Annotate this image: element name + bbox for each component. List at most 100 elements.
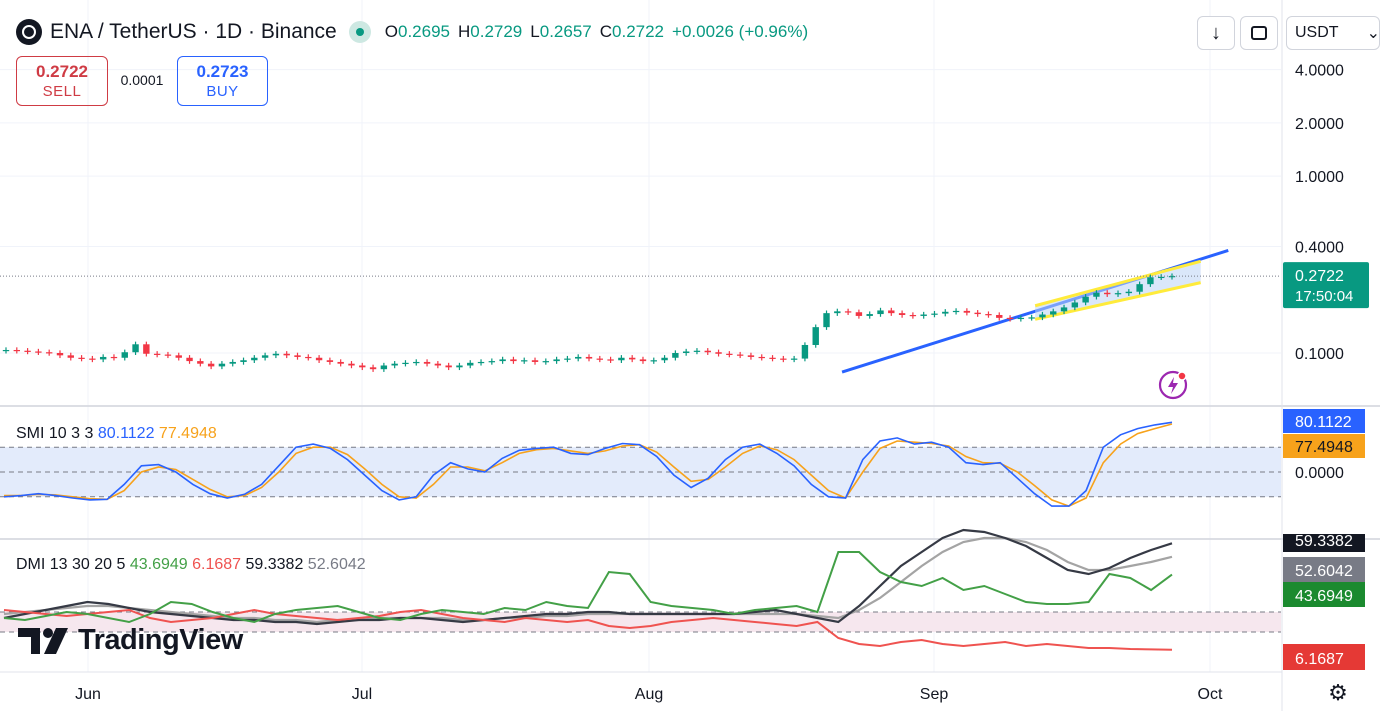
symbol-header[interactable]: ENA / TetherUS · 1D · Binance O0.2695 H0… [16, 18, 808, 46]
smi-pane[interactable]: SMI 10 3 3 80.1122 77.4948 [0, 421, 1281, 507]
candle-body [1071, 302, 1079, 308]
sell-label: SELL [42, 83, 82, 100]
settings-gear-icon[interactable]: ⚙ [1328, 680, 1348, 705]
candle-body [1114, 293, 1122, 295]
candle-body [121, 352, 128, 358]
candle-body [780, 358, 787, 360]
smi-legend-value: 80.1122 [98, 425, 159, 442]
candle-body [758, 356, 765, 359]
fullscreen-icon [1251, 26, 1267, 40]
candle-body [866, 314, 873, 316]
last-price-badge [1283, 262, 1369, 309]
candle-body [1104, 292, 1111, 295]
candle-body [326, 360, 334, 362]
dmi-badge-value: 43.6949 [1295, 588, 1353, 605]
candle-body [672, 353, 679, 358]
candle-body [996, 314, 1003, 318]
dmi-badge-value: 52.6042 [1295, 563, 1353, 580]
currency-value: USDT [1295, 24, 1339, 41]
high-value: 0.2729 [470, 22, 523, 41]
smi-signal-line [4, 423, 1173, 507]
candle-body [834, 311, 841, 314]
symbol-title[interactable]: ENA / TetherUS · 1D · Binance [50, 20, 337, 43]
price-tick-label: 1.0000 [1295, 169, 1344, 186]
candle-body [359, 365, 366, 368]
candle-body [1017, 317, 1025, 320]
candle-body [99, 356, 107, 360]
smi-legend-name: SMI 10 3 3 [16, 425, 98, 442]
candle-body [1028, 317, 1035, 319]
candle-body [769, 357, 776, 359]
channel-lower [1034, 281, 1201, 321]
close-label: C [599, 22, 613, 41]
smi-tick-label: 0.0000 [1295, 465, 1344, 482]
price-tick-label: 2.0000 [1295, 116, 1344, 133]
candle-body [261, 355, 269, 358]
candle-body [423, 361, 431, 364]
candle-body [89, 358, 96, 360]
candle-body [747, 355, 755, 357]
candle-body [1093, 292, 1100, 297]
change-value: +0.0026 (+0.96%) [672, 22, 809, 41]
candle-body [2, 349, 10, 352]
time-tick-label: Jul [352, 686, 372, 703]
candle-body [67, 355, 74, 358]
flash-alert-icon[interactable] [1158, 370, 1188, 400]
candle-body [855, 312, 863, 316]
candle-body [337, 361, 344, 364]
high-label: H [457, 22, 471, 41]
candle-body [942, 311, 949, 314]
time-tick-label: Oct [1198, 686, 1223, 703]
candle-body [1060, 307, 1068, 312]
buy-button[interactable]: 0.2723 BUY [177, 56, 268, 106]
dmi-legend-minus-di: 6.1687 [192, 556, 245, 573]
dmi-badge [1283, 582, 1365, 607]
candle-body [499, 359, 506, 362]
candle-body [553, 359, 560, 362]
fullscreen-button[interactable] [1240, 16, 1278, 50]
candle-body [618, 357, 625, 361]
candle-body [542, 361, 550, 363]
candle-body [315, 357, 323, 361]
dmi-legend: DMI 13 30 20 5 43.6949 6.1687 59.3382 52… [16, 556, 366, 573]
candle-body [369, 367, 377, 370]
candle-body [888, 310, 895, 314]
candle-body [736, 354, 744, 356]
candle-body [445, 365, 452, 368]
candle-body [186, 357, 193, 362]
candle-body [1158, 276, 1165, 279]
candle-body [56, 353, 64, 356]
candle-body [283, 353, 290, 356]
ohlc-values: O0.2695 H0.2729 L0.2657 C0.2722 +0.0026 … [385, 22, 808, 42]
candle-body [920, 314, 927, 316]
candle-body [110, 356, 118, 359]
buy-price: 0.2723 [196, 62, 249, 81]
dmi-legend-adxr: 52.6042 [308, 556, 366, 573]
candle-body [1125, 291, 1133, 294]
dmi-badge [1283, 557, 1365, 582]
candle-body [650, 360, 657, 362]
dmi-pane[interactable]: DMI 13 30 20 5 43.6949 6.1687 59.3382 52… [0, 528, 1281, 651]
candle-body [467, 362, 474, 366]
dmi-badge [1283, 534, 1365, 552]
currency-select[interactable]: USDT ⌄ [1286, 16, 1380, 50]
download-icon: ↓ [1211, 21, 1221, 44]
candle-body [801, 344, 809, 359]
dmi-band [0, 612, 1281, 632]
sell-button[interactable]: 0.2722 SELL [16, 56, 108, 106]
candle-body [164, 354, 172, 356]
candle-body [78, 357, 85, 359]
plus-di-line [3, 551, 1173, 624]
candle-body [974, 312, 981, 315]
candle-body [639, 359, 647, 362]
download-button[interactable]: ↓ [1197, 16, 1235, 50]
candle-body [693, 350, 701, 352]
price-pane[interactable] [0, 249, 1281, 374]
candle-body [229, 361, 236, 364]
candle-body [790, 358, 798, 360]
price-tick-label: 4.0000 [1295, 63, 1344, 80]
candle-body [175, 355, 182, 358]
adx-line [3, 528, 1173, 626]
dmi-legend-plus-di: 43.6949 [130, 556, 192, 573]
